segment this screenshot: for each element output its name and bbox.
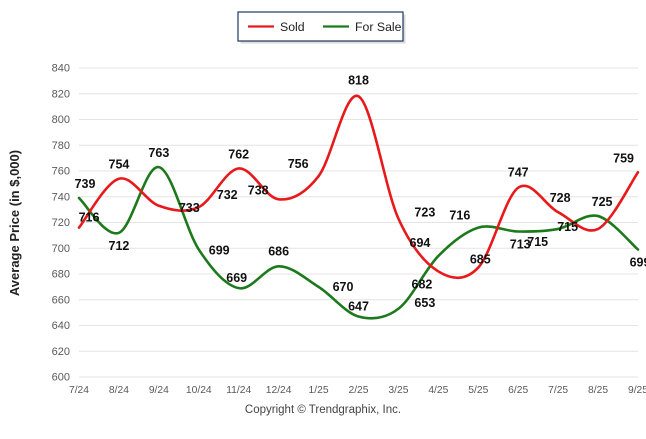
svg-text:8/25: 8/25	[588, 385, 608, 396]
svg-text:747: 747	[508, 166, 529, 180]
svg-text:754: 754	[109, 158, 130, 172]
svg-text:800: 800	[52, 114, 70, 126]
svg-text:Sold: Sold	[280, 20, 305, 34]
svg-text:4/25: 4/25	[428, 385, 448, 396]
svg-text:818: 818	[348, 73, 369, 87]
svg-text:716: 716	[79, 211, 100, 225]
svg-text:12/24: 12/24	[266, 385, 292, 396]
svg-text:6/25: 6/25	[508, 385, 528, 396]
svg-text:8/24: 8/24	[109, 385, 129, 396]
svg-text:760: 760	[52, 166, 70, 178]
svg-text:669: 669	[226, 271, 247, 285]
svg-text:720: 720	[52, 217, 70, 229]
svg-text:682: 682	[412, 277, 433, 291]
svg-text:7/25: 7/25	[548, 385, 568, 396]
svg-text:732: 732	[217, 188, 238, 202]
svg-text:756: 756	[288, 157, 309, 171]
svg-text:685: 685	[470, 253, 491, 267]
svg-text:5/25: 5/25	[468, 385, 488, 396]
svg-text:728: 728	[550, 191, 571, 205]
svg-text:699: 699	[630, 256, 646, 270]
svg-text:680: 680	[52, 269, 70, 281]
svg-text:600: 600	[52, 372, 70, 384]
svg-text:759: 759	[613, 151, 634, 165]
svg-text:670: 670	[333, 280, 354, 294]
svg-text:10/24: 10/24	[186, 385, 212, 396]
svg-text:739: 739	[75, 177, 96, 191]
svg-text:820: 820	[52, 88, 70, 100]
svg-text:For Sale: For Sale	[355, 20, 402, 34]
svg-text:780: 780	[52, 140, 70, 152]
svg-text:11/24: 11/24	[226, 385, 251, 396]
svg-text:700: 700	[52, 243, 70, 255]
svg-text:723: 723	[414, 206, 435, 220]
svg-text:840: 840	[52, 63, 70, 75]
svg-text:762: 762	[228, 147, 249, 161]
svg-text:9/24: 9/24	[149, 385, 169, 396]
svg-text:712: 712	[109, 239, 130, 253]
svg-text:9/25: 9/25	[628, 385, 646, 396]
svg-text:725: 725	[592, 195, 613, 209]
svg-text:686: 686	[268, 244, 289, 258]
svg-text:715: 715	[557, 220, 578, 234]
svg-text:3/25: 3/25	[388, 385, 408, 396]
svg-text:738: 738	[248, 183, 269, 197]
svg-text:620: 620	[52, 346, 70, 358]
svg-text:660: 660	[52, 294, 70, 306]
svg-text:653: 653	[414, 296, 435, 310]
svg-text:647: 647	[348, 299, 369, 313]
svg-text:716: 716	[449, 209, 470, 223]
svg-text:733: 733	[179, 201, 200, 215]
svg-text:763: 763	[148, 146, 169, 160]
svg-text:640: 640	[52, 320, 70, 332]
svg-text:1/25: 1/25	[309, 385, 329, 396]
svg-text:715: 715	[527, 235, 548, 249]
svg-text:2/25: 2/25	[348, 385, 368, 396]
svg-text:7/24: 7/24	[69, 385, 89, 396]
svg-text:699: 699	[209, 244, 230, 258]
svg-text:740: 740	[52, 191, 70, 203]
svg-text:694: 694	[410, 236, 431, 250]
